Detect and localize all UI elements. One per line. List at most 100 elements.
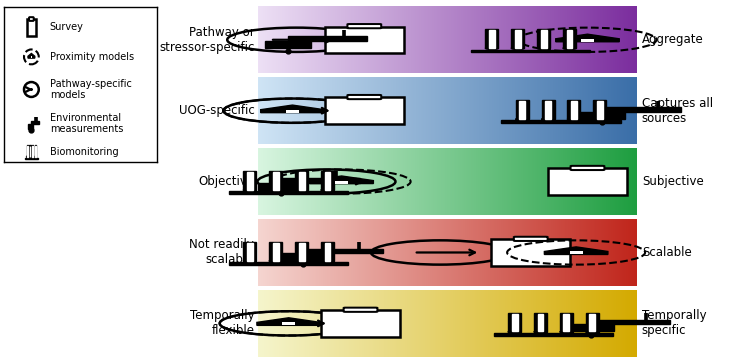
- Text: Not readily
scalable: Not readily scalable: [189, 239, 255, 266]
- FancyBboxPatch shape: [348, 95, 381, 99]
- Polygon shape: [29, 145, 31, 157]
- Polygon shape: [269, 171, 282, 190]
- Circle shape: [542, 118, 554, 120]
- Polygon shape: [563, 314, 569, 331]
- Polygon shape: [567, 30, 572, 48]
- Circle shape: [269, 189, 282, 191]
- FancyBboxPatch shape: [321, 310, 400, 337]
- Text: Temporally
specific: Temporally specific: [642, 309, 706, 338]
- Polygon shape: [516, 100, 529, 119]
- Polygon shape: [508, 313, 521, 332]
- Circle shape: [586, 331, 598, 333]
- Polygon shape: [560, 313, 573, 332]
- FancyBboxPatch shape: [344, 308, 377, 312]
- Circle shape: [485, 47, 498, 49]
- FancyBboxPatch shape: [581, 39, 594, 42]
- FancyBboxPatch shape: [286, 110, 299, 113]
- Circle shape: [537, 47, 551, 49]
- Polygon shape: [534, 313, 547, 332]
- Polygon shape: [28, 124, 33, 129]
- Polygon shape: [537, 29, 551, 48]
- Polygon shape: [502, 121, 620, 123]
- Circle shape: [321, 189, 334, 191]
- FancyBboxPatch shape: [348, 24, 381, 28]
- Polygon shape: [489, 30, 495, 48]
- Polygon shape: [32, 145, 34, 157]
- Polygon shape: [28, 53, 34, 58]
- Circle shape: [35, 156, 36, 157]
- Circle shape: [269, 260, 282, 262]
- Polygon shape: [324, 243, 330, 261]
- Circle shape: [560, 331, 573, 333]
- Polygon shape: [545, 101, 551, 119]
- Polygon shape: [273, 172, 279, 190]
- FancyBboxPatch shape: [282, 322, 295, 325]
- Text: Aggregate: Aggregate: [642, 33, 703, 46]
- Polygon shape: [597, 101, 603, 119]
- Text: Proximity models: Proximity models: [49, 52, 134, 62]
- Polygon shape: [295, 171, 308, 190]
- Circle shape: [29, 156, 31, 157]
- Polygon shape: [288, 36, 367, 41]
- Polygon shape: [321, 171, 334, 190]
- Circle shape: [295, 189, 308, 191]
- FancyBboxPatch shape: [29, 17, 34, 21]
- Polygon shape: [257, 318, 321, 325]
- Circle shape: [32, 156, 34, 157]
- Text: Temporally
flexible: Temporally flexible: [189, 309, 255, 338]
- Polygon shape: [229, 262, 348, 265]
- Circle shape: [568, 118, 580, 120]
- Polygon shape: [261, 105, 324, 113]
- Polygon shape: [280, 253, 327, 261]
- FancyBboxPatch shape: [491, 239, 570, 266]
- FancyBboxPatch shape: [325, 97, 404, 124]
- Circle shape: [243, 189, 256, 191]
- Circle shape: [243, 260, 256, 262]
- Polygon shape: [545, 247, 608, 255]
- Text: Pathway or
stressor-specific: Pathway or stressor-specific: [159, 26, 255, 54]
- Polygon shape: [471, 49, 590, 52]
- Polygon shape: [568, 325, 614, 331]
- Text: Captures all
sources: Captures all sources: [642, 97, 713, 125]
- Polygon shape: [35, 145, 36, 157]
- FancyBboxPatch shape: [335, 180, 348, 183]
- Polygon shape: [299, 243, 305, 261]
- Polygon shape: [542, 100, 554, 119]
- Circle shape: [516, 118, 529, 120]
- Text: Biomonitoring: Biomonitoring: [49, 147, 118, 157]
- Polygon shape: [31, 121, 39, 124]
- Text: Pathway-specific
models: Pathway-specific models: [49, 79, 132, 100]
- FancyBboxPatch shape: [569, 252, 583, 255]
- Polygon shape: [556, 34, 619, 42]
- Polygon shape: [25, 157, 37, 159]
- Polygon shape: [295, 242, 308, 261]
- Polygon shape: [494, 333, 613, 336]
- Circle shape: [512, 47, 524, 49]
- Polygon shape: [26, 145, 28, 157]
- Text: Scalable: Scalable: [642, 246, 691, 259]
- Text: Subjective: Subjective: [642, 175, 703, 188]
- FancyBboxPatch shape: [514, 237, 548, 241]
- FancyBboxPatch shape: [31, 56, 32, 58]
- Polygon shape: [586, 313, 598, 332]
- Polygon shape: [258, 183, 304, 190]
- Text: Environmental
measurements: Environmental measurements: [49, 113, 123, 134]
- Polygon shape: [568, 100, 580, 119]
- Polygon shape: [591, 320, 670, 325]
- Polygon shape: [229, 191, 348, 194]
- Circle shape: [593, 118, 606, 120]
- Polygon shape: [324, 172, 330, 190]
- Polygon shape: [321, 242, 334, 261]
- Polygon shape: [303, 249, 383, 253]
- Polygon shape: [247, 172, 252, 190]
- Text: UOG-specific: UOG-specific: [178, 104, 255, 117]
- Polygon shape: [310, 176, 374, 183]
- Circle shape: [508, 331, 521, 333]
- Circle shape: [321, 260, 334, 262]
- FancyBboxPatch shape: [571, 166, 604, 170]
- Text: Objective: Objective: [198, 175, 255, 188]
- Polygon shape: [541, 30, 547, 48]
- Polygon shape: [269, 242, 282, 261]
- Text: Survey: Survey: [49, 22, 84, 32]
- Polygon shape: [538, 314, 544, 331]
